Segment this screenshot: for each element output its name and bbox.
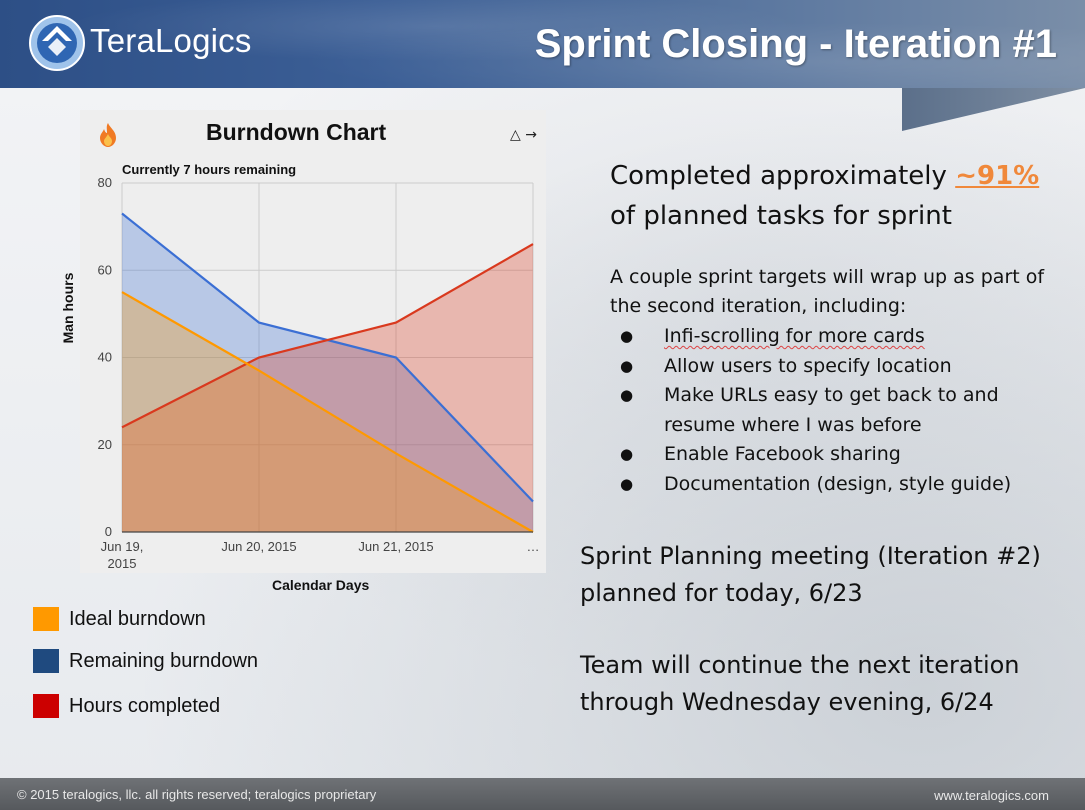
y-tick-label: 20 (98, 437, 112, 452)
legend-swatch (33, 607, 59, 631)
x-tick-label: Jun 21, 2015 (358, 539, 433, 554)
bullet-text: Make URLs easy to get back to and resume… (664, 384, 999, 436)
completion-percent: ~91% (955, 161, 1040, 191)
list-item: Make URLs easy to get back to and resume… (618, 381, 1038, 440)
website-link[interactable]: www.teralogics.com (934, 788, 1049, 803)
y-tick-label: 80 (98, 175, 112, 190)
copyright-text: © 2015 teralogics, llc. all rights reser… (17, 787, 377, 802)
chart-subtitle: Currently 7 hours remaining (122, 162, 297, 177)
legend-item-ideal: Ideal burndown (33, 607, 206, 631)
y-axis-label: Man hours (60, 272, 76, 344)
y-tick-label: 60 (98, 262, 112, 277)
legend-label: Hours completed (69, 694, 221, 717)
headline-prefix: Completed approximately (610, 161, 956, 191)
x-tick-label: Jun 19, 2015 (101, 539, 144, 571)
arrow-right-icon[interactable]: → (525, 127, 537, 143)
list-item: Allow users to specify location (618, 352, 1038, 382)
logo-text: TeraLogics (90, 22, 252, 59)
page-title: Sprint Closing - Iteration #1 (534, 22, 1057, 66)
series-area (122, 213, 533, 532)
y-tick-label: 0 (105, 524, 112, 539)
series-area (122, 244, 533, 532)
legend-item-remaining: Remaining burndown (33, 649, 258, 673)
bullet-text: Documentation (design, style guide) (664, 472, 1012, 495)
bullet-text: Allow users to specify location (664, 354, 952, 377)
completion-headline: Completed approximately ~91% of planned … (610, 156, 1070, 236)
legend-item-completed: Hours completed (33, 694, 220, 718)
header-banner (0, 0, 1085, 88)
chart-tools: △ → (510, 127, 537, 143)
bullet-text: Infi-scrolling for more cards (664, 325, 925, 347)
bullet-list: Infi-scrolling for more cards Allow user… (618, 322, 1038, 500)
warning-icon[interactable]: △ (510, 127, 521, 143)
list-item: Enable Facebook sharing (618, 440, 1038, 470)
chart-title: Burndown Chart (206, 119, 387, 145)
x-tick-label: … (527, 539, 540, 554)
bullet-text: Enable Facebook sharing (664, 443, 901, 466)
y-tick-label: 40 (98, 350, 112, 365)
series-line (121, 291, 534, 533)
footer: © 2015 teralogics, llc. all rights reser… (0, 778, 1085, 810)
intro-text: A couple sprint targets will wrap up as … (610, 266, 1045, 317)
x-tick-label: Jun 20, 2015 (221, 539, 296, 554)
legend-swatch (33, 649, 59, 673)
logo-icon (29, 15, 85, 71)
meeting-note: Sprint Planning meeting (Iteration #2) p… (580, 542, 1041, 607)
team-note: Team will continue the next iteration th… (580, 651, 1020, 716)
series-line (121, 243, 534, 429)
legend-swatch (33, 694, 59, 718)
headline-suffix: of planned tasks for sprint (610, 201, 952, 231)
list-item: Documentation (design, style guide) (618, 470, 1038, 500)
x-axis-label: Calendar Days (272, 577, 370, 593)
flame-icon (100, 123, 116, 147)
legend-label: Remaining burndown (69, 649, 259, 672)
list-item: Infi-scrolling for more cards (618, 322, 1038, 352)
legend-label: Ideal burndown (69, 607, 206, 630)
